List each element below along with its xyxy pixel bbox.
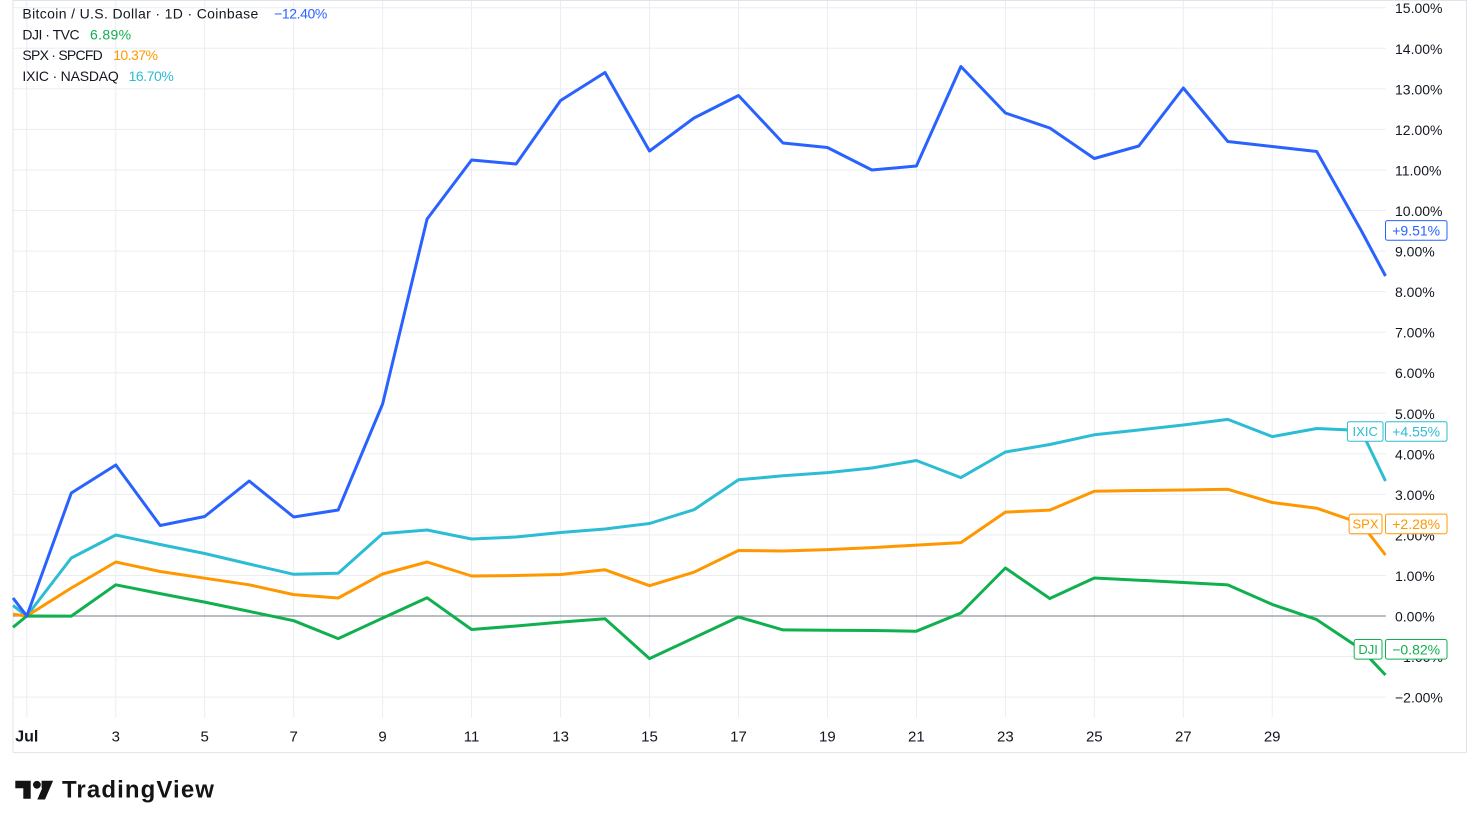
svg-text:19: 19 — [819, 729, 836, 746]
svg-text:11.00%: 11.00% — [1395, 163, 1441, 179]
svg-text:12.00%: 12.00% — [1395, 122, 1442, 138]
svg-text:6.89%: 6.89% — [90, 26, 131, 42]
svg-text:5: 5 — [201, 729, 209, 746]
svg-text:15.00%: 15.00% — [1395, 0, 1442, 16]
svg-text:3.00%: 3.00% — [1395, 487, 1435, 503]
svg-text:4.00%: 4.00% — [1395, 446, 1435, 462]
svg-text:16.70%: 16.70% — [129, 68, 174, 84]
svg-text:DJI: DJI — [1358, 642, 1378, 657]
svg-text:7: 7 — [290, 729, 298, 746]
svg-text:3: 3 — [112, 729, 120, 746]
svg-text:IXIC: IXIC — [1353, 424, 1378, 439]
svg-text:Jul: Jul — [15, 729, 38, 746]
svg-text:TradingView: TradingView — [62, 777, 215, 804]
svg-text:1.00%: 1.00% — [1395, 568, 1435, 584]
svg-text:−2.00%: −2.00% — [1395, 690, 1443, 706]
svg-text:10.00%: 10.00% — [1395, 203, 1442, 219]
svg-text:17: 17 — [730, 729, 747, 746]
svg-text:15: 15 — [641, 729, 658, 746]
svg-text:−12.40%: −12.40% — [274, 6, 327, 22]
svg-text:0.00%: 0.00% — [1395, 609, 1435, 625]
svg-text:14.00%: 14.00% — [1395, 41, 1442, 57]
svg-text:8.00%: 8.00% — [1395, 284, 1435, 300]
svg-text:10.37%: 10.37% — [113, 47, 157, 63]
svg-text:Bitcoin / U.S. Dollar · 1D · C: Bitcoin / U.S. Dollar · 1D · Coinbase — [22, 6, 258, 22]
svg-text:23: 23 — [997, 729, 1014, 746]
svg-text:SPX: SPX — [1352, 516, 1378, 531]
svg-text:+2.28%: +2.28% — [1392, 516, 1440, 532]
svg-text:DJI · TVC: DJI · TVC — [22, 26, 79, 42]
svg-text:21: 21 — [908, 729, 925, 746]
svg-text:+4.55%: +4.55% — [1392, 424, 1440, 440]
svg-text:9: 9 — [378, 729, 386, 746]
svg-text:5.00%: 5.00% — [1395, 406, 1435, 422]
svg-text:13: 13 — [552, 729, 569, 746]
svg-text:+9.51%: +9.51% — [1392, 222, 1440, 238]
svg-text:27: 27 — [1175, 729, 1192, 746]
svg-text:SPX · SPCFD: SPX · SPCFD — [22, 47, 102, 63]
svg-text:9.00%: 9.00% — [1395, 244, 1435, 260]
svg-text:25: 25 — [1086, 729, 1103, 746]
svg-text:29: 29 — [1264, 729, 1281, 746]
svg-text:IXIC · NASDAQ: IXIC · NASDAQ — [22, 68, 119, 84]
svg-text:11: 11 — [464, 729, 480, 746]
svg-text:13.00%: 13.00% — [1395, 81, 1442, 97]
svg-text:−0.82%: −0.82% — [1392, 641, 1440, 657]
svg-text:7.00%: 7.00% — [1395, 325, 1435, 341]
svg-text:6.00%: 6.00% — [1395, 365, 1435, 381]
